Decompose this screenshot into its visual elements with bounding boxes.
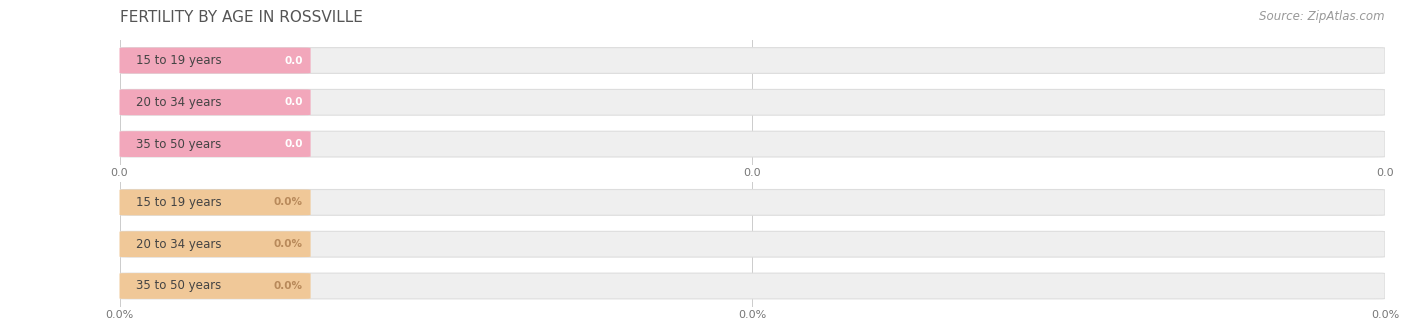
FancyBboxPatch shape [120,189,1385,215]
FancyBboxPatch shape [120,48,1385,73]
Text: 35 to 50 years: 35 to 50 years [136,280,221,292]
FancyBboxPatch shape [120,231,311,257]
FancyBboxPatch shape [120,131,311,157]
Text: 15 to 19 years: 15 to 19 years [136,196,222,209]
FancyBboxPatch shape [120,189,311,215]
Text: 35 to 50 years: 35 to 50 years [136,138,221,150]
FancyBboxPatch shape [120,273,311,299]
FancyBboxPatch shape [120,89,311,115]
FancyBboxPatch shape [120,89,1385,115]
FancyBboxPatch shape [120,273,1385,299]
Text: 0.0%: 0.0% [274,197,304,207]
Text: 20 to 34 years: 20 to 34 years [136,238,222,251]
Text: 0.0: 0.0 [284,139,304,149]
Text: 0.0: 0.0 [284,97,304,107]
FancyBboxPatch shape [120,231,1385,257]
Text: FERTILITY BY AGE IN ROSSVILLE: FERTILITY BY AGE IN ROSSVILLE [120,10,363,25]
FancyBboxPatch shape [120,131,1385,157]
FancyBboxPatch shape [120,48,311,73]
Text: Source: ZipAtlas.com: Source: ZipAtlas.com [1260,10,1385,23]
Text: 15 to 19 years: 15 to 19 years [136,54,222,67]
Text: 0.0: 0.0 [284,55,304,65]
Text: 20 to 34 years: 20 to 34 years [136,96,222,109]
Text: 0.0%: 0.0% [274,281,304,291]
Text: 0.0%: 0.0% [274,239,304,249]
